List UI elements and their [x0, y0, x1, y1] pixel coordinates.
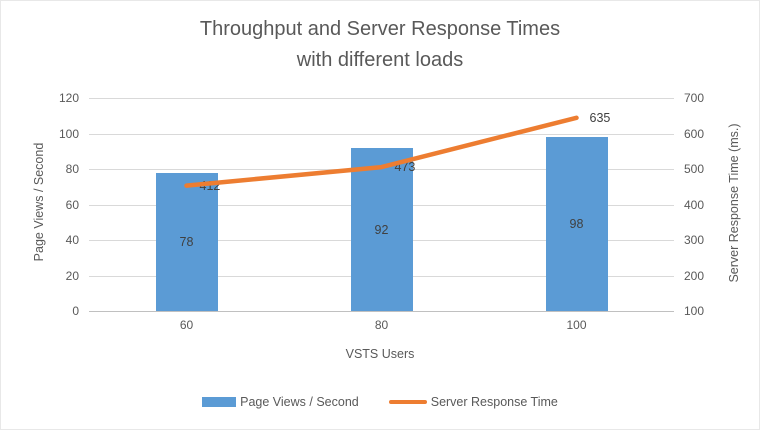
bar-data-label: 78: [179, 235, 194, 249]
line-data-label: 635: [589, 110, 611, 125]
x-axis-title: VSTS Users: [345, 347, 415, 361]
gridline: [89, 98, 674, 99]
gridline: [89, 133, 674, 135]
server-response-line: [184, 115, 579, 188]
y-left-tick-label: 40: [65, 233, 79, 247]
y-right-tick-label: 500: [684, 162, 705, 176]
x-axis-line: [89, 311, 674, 312]
y-left-tick-label: 120: [58, 91, 79, 105]
y-left-tick-label: 100: [58, 126, 79, 141]
y-left-tick-label: 0: [72, 304, 79, 318]
bar-data-label: 92: [374, 222, 389, 237]
y-left-tick-label: 80: [65, 162, 79, 176]
chart-title-line-1: Throughput and Server Response Times: [199, 18, 561, 40]
bar-series-swatch-icon: [202, 397, 237, 407]
bar-page-views: [350, 148, 413, 311]
legend-label-page-views: Page Views / Second: [240, 395, 359, 409]
x-tick-label: 100: [566, 318, 587, 332]
y-right-tick-label: 100: [684, 304, 705, 318]
y-right-tick-label: 400: [684, 197, 705, 212]
line-series-swatch-icon: [388, 399, 427, 405]
chart-title: Throughput and Server Response Times wit…: [1, 14, 759, 76]
y-axis-left-title: Page Views / Second: [32, 142, 46, 262]
y-left-tick-label: 20: [65, 268, 79, 283]
y-right-tick-label: 300: [684, 233, 705, 247]
y-right-tick-label: 200: [684, 268, 705, 283]
bar-page-views: [545, 137, 608, 311]
y-left-tick-label: 60: [65, 197, 79, 212]
y-right-tick-label: 600: [684, 126, 705, 141]
legend-label-server-response: Server Response Time: [430, 395, 558, 409]
y-axis-right-title: Server Response Time (ms.): [727, 123, 741, 283]
legend-item-page-views: Page Views / Second: [202, 395, 359, 409]
bar-page-views: [155, 173, 218, 311]
chart-title-line-2: with different loads: [296, 49, 464, 71]
bar-data-label: 98: [569, 217, 584, 231]
legend: Page Views / Second Server Response Time: [1, 395, 759, 409]
legend-item-server-response: Server Response Time: [388, 395, 558, 409]
y-right-tick-label: 700: [684, 91, 705, 105]
x-tick-label: 80: [374, 318, 389, 332]
x-tick-label: 60: [179, 318, 194, 332]
